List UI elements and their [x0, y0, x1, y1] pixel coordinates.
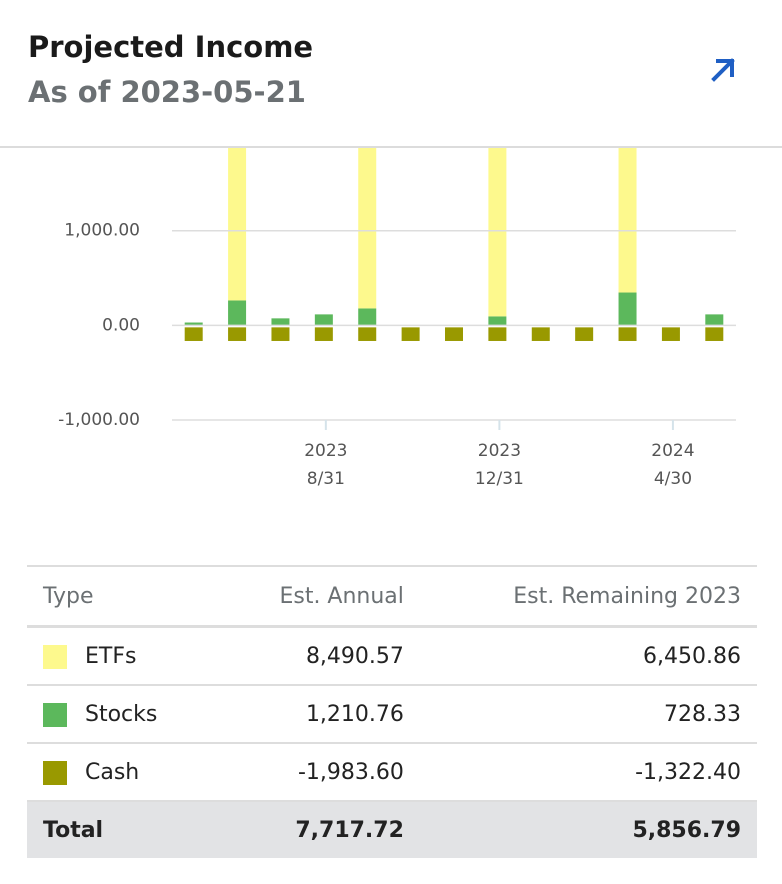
- legend-swatch: [43, 760, 67, 785]
- title: Projected Income: [28, 30, 314, 64]
- column-header: Type: [27, 565, 217, 628]
- y-tick-label: 0.00: [102, 315, 140, 335]
- type-name: ETFs: [85, 643, 137, 669]
- bar: [358, 308, 377, 326]
- bar: [228, 148, 247, 301]
- bar: [184, 327, 203, 341]
- bar: [488, 327, 507, 341]
- type-name: Stocks: [85, 701, 158, 727]
- x-tick-label: 8/31: [307, 469, 345, 489]
- total-cell: 5,856.79: [419, 801, 757, 858]
- legend-swatch: [43, 644, 67, 669]
- bar: [488, 148, 507, 317]
- bar: [401, 327, 420, 341]
- subtitle: As of 2023-05-21: [28, 75, 306, 109]
- bar: [184, 322, 203, 326]
- chart: -1,000.00 0.00 1,000.00 2023 8/31 2023 12/31 20…: [58, 148, 736, 489]
- type-name: Cash: [85, 759, 140, 785]
- bar: [661, 327, 680, 341]
- income-table: Type Est. Annual Est. Remaining 2023 ETF…: [27, 565, 757, 858]
- amount-cell: 728.33: [419, 685, 757, 744]
- table-row: ETFs 8,490.57 6,450.86: [27, 626, 757, 686]
- total-row: Total 7,717.72 5,856.79: [27, 801, 757, 858]
- y-tick-label: -1,000.00: [58, 410, 140, 430]
- column-header: Est. Annual: [216, 565, 420, 628]
- bar: [705, 327, 724, 341]
- column-header: Est. Remaining 2023: [419, 565, 757, 628]
- amount-cell: -1,322.40: [419, 743, 757, 802]
- expand-icon[interactable]: [708, 55, 738, 85]
- x-tick-year: 2023: [304, 441, 347, 461]
- bar: [531, 327, 550, 341]
- bar: [358, 148, 377, 309]
- bar: [575, 327, 594, 341]
- amount-cell: 6,450.86: [419, 626, 757, 686]
- divider: [0, 146, 782, 148]
- table-row: Stocks 1,210.76 728.33: [27, 685, 757, 744]
- x-tick-year: 2024: [651, 441, 694, 461]
- bar: [705, 314, 724, 326]
- type-cell: Stocks: [27, 685, 217, 744]
- amount-cell: 1,210.76: [216, 685, 420, 744]
- type-cell: ETFs: [27, 626, 217, 686]
- bar: [228, 300, 247, 326]
- bar: [314, 314, 333, 326]
- x-tick-label: 4/30: [654, 469, 692, 489]
- amount-cell: -1,983.60: [216, 743, 420, 802]
- bar: [314, 327, 333, 341]
- bar: [271, 327, 290, 341]
- total-label: Total: [27, 801, 217, 858]
- bar: [445, 327, 463, 341]
- amount-cell: 8,490.57: [216, 626, 420, 686]
- type-cell: Cash: [27, 743, 217, 802]
- x-tick-label: 12/31: [475, 469, 524, 489]
- bar: [358, 327, 377, 341]
- bar: [618, 148, 637, 293]
- bar: [618, 327, 637, 341]
- table-row: Cash -1,983.60 -1,322.40: [27, 743, 757, 802]
- total-cell: 7,717.72: [216, 801, 420, 858]
- bar: [228, 327, 247, 341]
- bar: [618, 292, 637, 326]
- bar: [488, 316, 507, 326]
- bar: [271, 318, 290, 326]
- y-tick-label: 1,000.00: [64, 221, 140, 241]
- x-tick-year: 2023: [478, 441, 521, 461]
- legend-swatch: [43, 702, 67, 727]
